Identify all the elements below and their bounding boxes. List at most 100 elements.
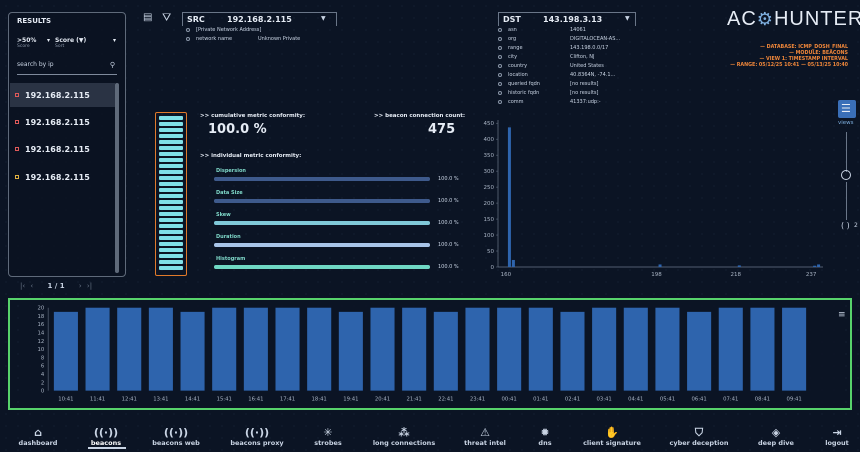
x-tick-label: 237 bbox=[806, 272, 817, 278]
result-item[interactable]: 192.168.2.115 bbox=[10, 165, 115, 189]
dst-header: DST 143.198.3.13 ▼ bbox=[498, 12, 636, 26]
last-page-icon[interactable]: ›| bbox=[86, 282, 93, 290]
nav-beacons[interactable]: ((·)) beacons bbox=[66, 426, 146, 447]
x-tick-label: 160 bbox=[501, 272, 512, 278]
view-2-label: 2 bbox=[854, 222, 858, 229]
metric-bar bbox=[214, 199, 430, 203]
nav-deep-dive[interactable]: ◈ deep dive bbox=[736, 426, 816, 447]
chevron-down-icon[interactable]: ▾ bbox=[113, 37, 117, 44]
export-icon[interactable]: ▤ bbox=[143, 12, 153, 23]
x-tick-label: 23:41 bbox=[470, 396, 485, 402]
result-item[interactable]: 192.168.2.115 bbox=[10, 137, 115, 161]
timeline-bar[interactable] bbox=[528, 307, 553, 391]
nav-client-signature[interactable]: ✋ client signature bbox=[572, 426, 652, 447]
timeline-bar[interactable] bbox=[117, 307, 142, 391]
results-scrollbar[interactable] bbox=[115, 83, 119, 273]
y-tick-label: 100 bbox=[484, 233, 495, 239]
severity-dot bbox=[15, 175, 19, 179]
y-tick-label: 16 bbox=[38, 322, 45, 328]
search-input[interactable]: search by ip ⚲ bbox=[17, 61, 117, 75]
meter-segment bbox=[159, 236, 183, 240]
timeline-bar[interactable] bbox=[465, 307, 490, 391]
histogram-bar[interactable] bbox=[511, 259, 515, 267]
dst-value: [no results] bbox=[570, 90, 599, 96]
timeline-bar[interactable] bbox=[782, 307, 807, 391]
next-page-icon[interactable]: › bbox=[78, 282, 82, 290]
y-tick-label: 0 bbox=[41, 389, 45, 395]
metric-value: 100.0 % bbox=[438, 242, 459, 248]
info-icon bbox=[498, 100, 502, 104]
histogram-bar[interactable] bbox=[813, 265, 817, 267]
nav-dashboard[interactable]: ⌂ dashboard bbox=[0, 426, 78, 447]
histogram-bar[interactable] bbox=[737, 265, 741, 267]
histogram-bar[interactable] bbox=[817, 264, 821, 267]
severity-dot bbox=[15, 147, 19, 151]
timeline-bar[interactable] bbox=[180, 311, 205, 391]
timeline-bar[interactable] bbox=[370, 307, 395, 391]
score-filter-dropdown[interactable]: >50% Score bbox=[17, 37, 37, 49]
src-ip: 192.168.2.115 bbox=[227, 15, 292, 24]
timeline-bar[interactable] bbox=[560, 311, 585, 391]
timeline-bar[interactable] bbox=[687, 311, 712, 391]
timeline-bar[interactable] bbox=[718, 307, 743, 391]
dst-key: city bbox=[508, 54, 518, 60]
nav-beacons-web[interactable]: ((·)) beacons web bbox=[136, 426, 216, 447]
metric-bar-fill bbox=[214, 199, 430, 203]
nav-strobes[interactable]: ✳ strobes bbox=[288, 426, 368, 447]
first-page-icon[interactable]: |‹ bbox=[20, 282, 26, 290]
dst-key: country bbox=[508, 63, 528, 69]
y-tick-label: 50 bbox=[487, 249, 494, 255]
menu-icon[interactable]: ≡ bbox=[838, 310, 846, 320]
meter-segment bbox=[159, 164, 183, 168]
x-tick-label: 13:41 bbox=[153, 396, 168, 402]
timeline-bar[interactable] bbox=[433, 311, 458, 391]
nav-cyber-deception[interactable]: ⛉ cyber deception bbox=[659, 426, 739, 447]
nav-beacons-proxy[interactable]: ((·)) beacons proxy bbox=[217, 426, 297, 447]
result-item[interactable]: 192.168.2.115 bbox=[10, 83, 115, 107]
timeline-bar[interactable] bbox=[750, 307, 775, 391]
timeline-bar[interactable] bbox=[497, 307, 522, 391]
filter-icon[interactable]: ▼ bbox=[625, 15, 630, 22]
timeline-bar[interactable] bbox=[85, 307, 110, 391]
metric-label: Data Size bbox=[216, 190, 243, 196]
histogram-bar[interactable] bbox=[658, 264, 662, 267]
y-tick-label: 300 bbox=[484, 169, 495, 175]
dst-key: comm bbox=[508, 99, 524, 105]
nav-long-connections[interactable]: ⁂ long connections bbox=[364, 426, 444, 447]
view-1-radio[interactable] bbox=[841, 170, 851, 180]
chevron-down-icon[interactable]: ▾ bbox=[47, 37, 51, 44]
timeline-bar[interactable] bbox=[307, 307, 332, 391]
dst-key: historic fqdn bbox=[508, 90, 540, 96]
timeline-bar[interactable] bbox=[592, 307, 617, 391]
nav-label: beacons web bbox=[152, 439, 200, 447]
timeline-bar[interactable] bbox=[275, 307, 300, 391]
timeline-bar[interactable] bbox=[212, 307, 237, 391]
sort-dropdown[interactable]: Score (▼) Sort bbox=[55, 37, 87, 49]
timeline-bar[interactable] bbox=[623, 307, 648, 391]
x-tick-label: 12:41 bbox=[122, 396, 137, 402]
views-button[interactable]: ☰ bbox=[838, 100, 856, 118]
connection-histogram: 0 50 100 150 200 250 300 350 400 450 160 198 218 237 bbox=[484, 120, 823, 278]
prev-page-icon[interactable]: ‹ bbox=[30, 282, 34, 290]
filter-icon[interactable]: ▼ bbox=[321, 15, 326, 22]
info-icon bbox=[498, 82, 502, 86]
view-2-radio[interactable]: ( ) bbox=[841, 221, 850, 230]
timeline-bar[interactable] bbox=[53, 311, 78, 391]
strobes-icon: ✳ bbox=[323, 426, 333, 439]
nav-threat-intel[interactable]: ⚠ threat intel bbox=[445, 426, 525, 447]
src-network-name-value: Unknown Private bbox=[258, 36, 301, 42]
src-network-name-label: network name bbox=[196, 36, 233, 42]
nav-label: dashboard bbox=[18, 439, 58, 447]
timeline-bar[interactable] bbox=[243, 307, 268, 391]
dst-key: queried fqdn bbox=[508, 81, 540, 87]
result-item[interactable]: 192.168.2.115 bbox=[10, 110, 115, 134]
timeline-bar[interactable] bbox=[402, 307, 427, 391]
histogram-bar[interactable] bbox=[507, 127, 511, 267]
nav-dns[interactable]: ✹ dns bbox=[505, 426, 585, 447]
filter-icon[interactable]: ⛛ bbox=[162, 11, 172, 24]
timeline-bar[interactable] bbox=[338, 311, 363, 391]
timeline-bar[interactable] bbox=[655, 307, 680, 391]
nav-logout[interactable]: ⇥ logout bbox=[797, 426, 860, 447]
meter-segment bbox=[159, 152, 183, 156]
timeline-bar[interactable] bbox=[148, 307, 173, 391]
